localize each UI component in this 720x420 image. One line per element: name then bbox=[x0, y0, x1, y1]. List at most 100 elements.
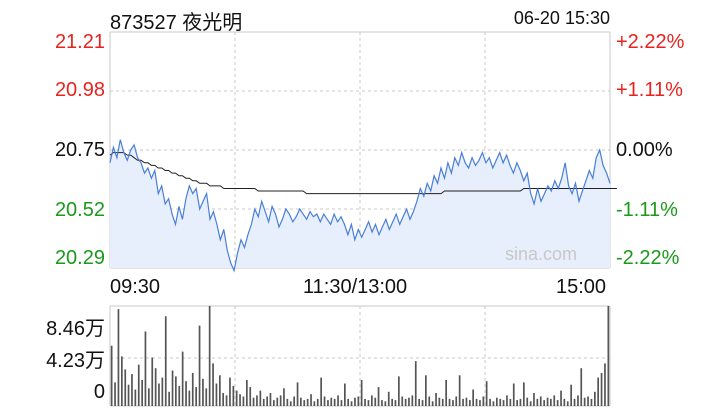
volume-bar bbox=[266, 396, 268, 406]
price-tick-label: 20.29 bbox=[54, 247, 105, 269]
volume-bar bbox=[550, 398, 552, 406]
volume-bar bbox=[333, 398, 336, 406]
volume-bar bbox=[181, 351, 184, 406]
volume-bar bbox=[286, 398, 289, 406]
price-area-fill bbox=[110, 139, 610, 271]
volume-bar bbox=[536, 398, 539, 406]
volume-bar bbox=[141, 380, 143, 406]
volume-bar bbox=[425, 375, 427, 406]
volume-bar bbox=[404, 398, 407, 406]
volume-bar bbox=[225, 395, 228, 406]
volume-bar bbox=[509, 398, 512, 406]
volume-bar bbox=[249, 387, 252, 406]
volume-bar bbox=[519, 398, 522, 406]
volume-bar bbox=[391, 398, 393, 406]
volume-bar bbox=[594, 391, 596, 406]
volume-bar bbox=[435, 393, 437, 406]
volume-bar bbox=[340, 400, 343, 406]
volume-bar bbox=[381, 400, 383, 406]
volume-bar bbox=[580, 368, 583, 406]
volume-bar bbox=[418, 398, 420, 406]
volume-bar bbox=[398, 376, 400, 406]
volume-bar bbox=[553, 395, 556, 406]
volume-bar bbox=[438, 397, 441, 406]
volume-bar bbox=[117, 309, 120, 406]
volume-bar bbox=[573, 398, 576, 406]
volume-bar bbox=[208, 306, 211, 406]
volume-bar bbox=[279, 395, 282, 406]
volume-bar bbox=[256, 395, 258, 406]
volume-bar bbox=[205, 388, 208, 406]
volume-bar bbox=[202, 378, 204, 406]
volume-bar bbox=[546, 397, 549, 406]
volume-bar bbox=[239, 394, 241, 406]
volume-bar bbox=[523, 382, 525, 406]
volume-bar bbox=[137, 364, 140, 406]
volume-bar bbox=[543, 400, 545, 406]
volume-bar bbox=[354, 397, 356, 406]
volume-bar bbox=[448, 398, 451, 406]
volume-bar bbox=[367, 400, 370, 406]
volume-bar bbox=[563, 398, 566, 406]
volume-bar bbox=[121, 356, 123, 406]
volume-bar bbox=[458, 375, 461, 406]
volume-bar bbox=[323, 396, 326, 406]
volume-bar bbox=[577, 395, 579, 406]
volume-bar bbox=[452, 400, 454, 406]
volume-bar bbox=[175, 376, 177, 406]
percent-tick-label: +2.22% bbox=[616, 31, 685, 53]
volume-bar bbox=[482, 396, 485, 406]
volume-bar bbox=[350, 401, 353, 406]
time-tick-label: 09:30 bbox=[110, 276, 161, 298]
price-tick-label: 20.98 bbox=[54, 79, 105, 101]
volume-bar bbox=[556, 400, 559, 406]
volume-bar bbox=[293, 396, 295, 406]
volume-bar bbox=[465, 397, 468, 406]
volume-bar bbox=[269, 393, 272, 406]
volume-bar bbox=[171, 370, 174, 406]
volume-bar bbox=[496, 397, 498, 406]
volume-bar bbox=[441, 398, 444, 406]
volume-bar bbox=[198, 325, 201, 406]
datetime-label: 06-20 15:30 bbox=[513, 8, 610, 28]
volume-bar bbox=[516, 400, 518, 406]
volume-bar bbox=[347, 398, 349, 406]
volume-bar bbox=[529, 401, 532, 406]
volume-bar bbox=[195, 387, 197, 406]
volume-bar bbox=[475, 398, 478, 406]
volume-bar bbox=[154, 368, 157, 406]
volume-bar bbox=[428, 396, 431, 406]
volume-bar bbox=[185, 381, 187, 406]
volume-bar bbox=[252, 397, 255, 406]
volume-bar bbox=[310, 394, 312, 406]
volume-bar bbox=[327, 400, 329, 406]
volume-bar bbox=[273, 400, 275, 406]
price-tick-label: 21.21 bbox=[54, 31, 105, 53]
volume-bar bbox=[377, 387, 380, 406]
volume-tick-label: 0 bbox=[93, 381, 105, 403]
volume-bar bbox=[401, 396, 404, 406]
volume-bar bbox=[533, 393, 535, 406]
volume-tick-label: 8.46万 bbox=[46, 318, 105, 340]
volume-bar bbox=[479, 400, 481, 406]
volume-bar bbox=[229, 377, 231, 406]
volume-bar bbox=[232, 385, 235, 406]
volume-bar bbox=[570, 384, 572, 406]
volume-bar bbox=[188, 390, 191, 406]
volume-bars bbox=[110, 306, 610, 406]
volume-bar bbox=[144, 331, 147, 406]
volume-bar bbox=[539, 396, 542, 406]
volume-bar bbox=[360, 380, 363, 406]
volume-bar bbox=[472, 389, 474, 406]
volume-bar bbox=[566, 401, 569, 406]
volume-bar bbox=[320, 377, 322, 406]
volume-tick-label: 4.23万 bbox=[46, 350, 105, 372]
volume-bar bbox=[499, 398, 502, 406]
volume-bar bbox=[526, 397, 529, 406]
volume-bar bbox=[560, 390, 562, 406]
volume-bar bbox=[212, 363, 214, 406]
volume-bar bbox=[124, 369, 127, 406]
stock-title: 873527 夜光明 bbox=[110, 12, 243, 34]
volume-bar bbox=[604, 363, 606, 406]
